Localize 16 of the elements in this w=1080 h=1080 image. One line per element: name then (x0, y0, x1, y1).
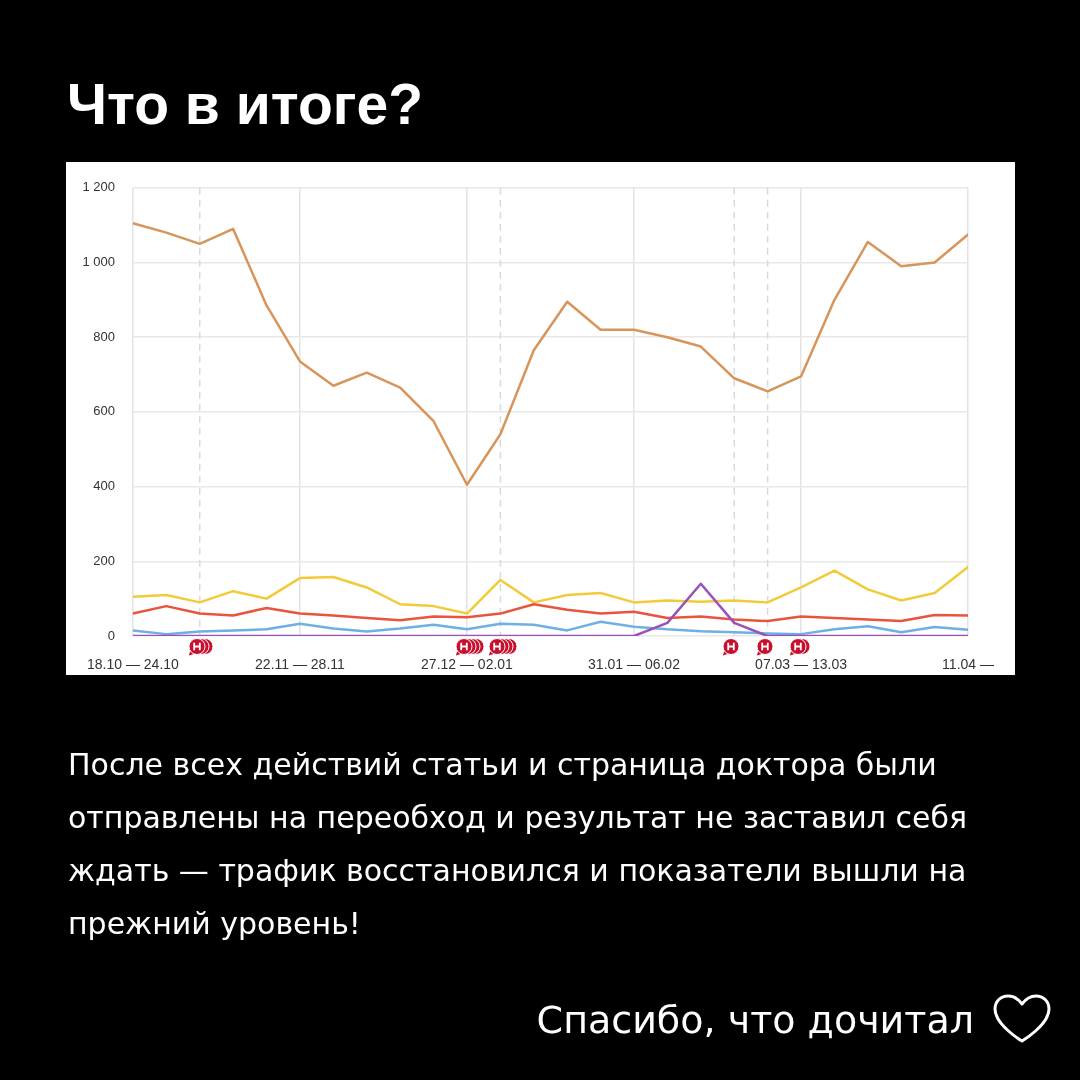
y-tick-label: 1 000 (82, 254, 115, 270)
chart-title: Что в итоге? (67, 72, 424, 136)
x-tick-label: 07.03 — 13.03 (755, 656, 848, 673)
y-tick-label: 1 200 (82, 179, 115, 195)
x-tick-label: 11.04 — (942, 656, 994, 673)
y-tick-label: 800 (93, 328, 115, 344)
y-tick-label: 600 (93, 403, 115, 419)
x-tick-label: 18.10 — 24.10 (86, 656, 180, 673)
x-tick-label: 22.11 — 28.11 (255, 656, 346, 673)
text: После всех действий статьи и страница доктора были отправлены на переобход и результат не заставил себя ждать — трафик восстановился и показатели вышли на прежний уровень! (68, 746, 969, 943)
x-tick-label: 27.12 — 02.01 (421, 656, 514, 673)
y-tick-label: 200 (93, 552, 115, 568)
x-tick-label: 31.01 — 06.02 (588, 656, 681, 673)
y-tick-label: 0 (107, 627, 115, 643)
y-tick-label: 400 (93, 478, 115, 494)
text: Спасибо, что дочитал (536, 997, 974, 1044)
